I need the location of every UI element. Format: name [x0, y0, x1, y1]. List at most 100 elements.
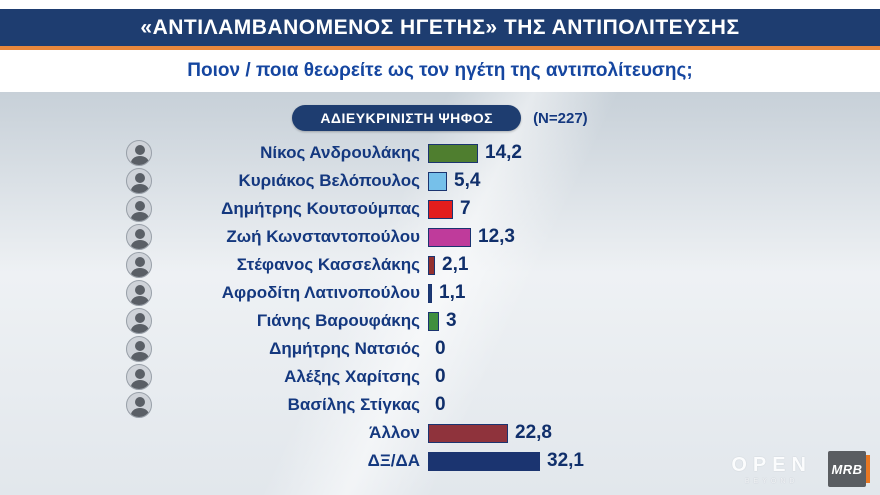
subtitle: Ποιον / ποια θεωρείτε ως τον ηγέτη της α… [187, 60, 693, 81]
result-value: 14,2 [485, 142, 522, 163]
result-value: 0 [435, 366, 446, 387]
avatar-head-shape [135, 145, 145, 155]
result-bar [428, 451, 540, 471]
avatar-torso-shape [131, 324, 149, 333]
result-value: 2,1 [442, 254, 469, 275]
avatar-head-shape [135, 257, 145, 267]
candidate-name: Δημήτρης Κουτσούμπας [221, 199, 420, 218]
avatar-torso-shape [131, 184, 149, 193]
chart-row: ΔΞ/ΔΑ 32,1 [0, 447, 880, 475]
candidate-name: Νίκος Ανδρουλάκης [260, 143, 420, 162]
bar-zone: 5,4 [428, 170, 480, 192]
result-value: 0 [435, 338, 446, 359]
avatar-head-shape [135, 369, 145, 379]
avatar-head-shape [135, 173, 145, 183]
chart-row: Αφροδίτη Λατινοπούλου 1,1 [0, 279, 880, 307]
candidate-name: Γιάνης Βαρουφάκης [256, 311, 420, 330]
accent-strip [0, 46, 880, 50]
result-value: 22,8 [515, 422, 552, 443]
chart-row: Δημήτρης Νατσιός 0 [0, 335, 880, 363]
result-value: 32,1 [547, 450, 584, 471]
candidate-avatar [126, 280, 152, 306]
mrb-logo-text: MRB [831, 461, 863, 477]
chart-row: Αλέξης Χαρίτσης 0 [0, 363, 880, 391]
avatar-torso-shape [131, 352, 149, 361]
chart-row: Νίκος Ανδρουλάκης 14,2 [0, 139, 880, 167]
candidate-name: Βασίλης Στίγκας [287, 395, 420, 414]
candidate-avatar [126, 168, 152, 194]
open-logo-text: OPEN [731, 453, 812, 476]
result-value: 7 [460, 198, 471, 219]
result-value: 1,1 [439, 282, 466, 303]
candidate-avatar [126, 336, 152, 362]
candidate-avatar [126, 252, 152, 278]
bar-zone: 7 [428, 198, 471, 220]
bar-zone: 22,8 [428, 422, 552, 444]
result-bar [428, 423, 508, 443]
bar-zone: 3 [428, 310, 457, 332]
bar-zone: 0 [428, 394, 446, 416]
result-value: 12,3 [478, 226, 515, 247]
open-tv-logo: OPEN BEYOND [731, 454, 812, 485]
result-bar [428, 227, 471, 247]
result-bar [428, 143, 478, 163]
candidate-avatar [126, 140, 152, 166]
bar-zone: 0 [428, 366, 446, 388]
avatar-head-shape [135, 397, 145, 407]
candidate-avatar [126, 196, 152, 222]
page-title: «ΑΝΤΙΛΑΜΒΑΝΟΜΕΝΟΣ ΗΓΕΤΗΣ» ΤΗΣ ΑΝΤΙΠΟΛΙΤΕ… [140, 15, 740, 39]
bar-zone: 12,3 [428, 226, 515, 248]
chart-row: Γιάνης Βαρουφάκης 3 [0, 307, 880, 335]
chart-row: Ζωή Κωνσταντοπούλου 12,3 [0, 223, 880, 251]
open-logo-beyond-text: BEYOND [744, 477, 799, 485]
candidate-avatar [126, 308, 152, 334]
footer-logos: OPEN BEYOND MRB [731, 451, 870, 487]
candidate-name: Αφροδίτη Λατινοπούλου [221, 283, 420, 302]
subtitle-area: Ποιον / ποια θεωρείτε ως τον ηγέτη της α… [0, 50, 880, 92]
result-bar [428, 255, 435, 275]
result-bar [428, 199, 453, 219]
candidate-name: Δημήτρης Νατσιός [269, 339, 420, 358]
avatar-torso-shape [131, 240, 149, 249]
candidate-name: Αλέξης Χαρίτσης [284, 367, 420, 386]
candidate-avatar [126, 392, 152, 418]
result-value: 0 [435, 394, 446, 415]
avatar-head-shape [135, 201, 145, 211]
result-bar [428, 171, 447, 191]
candidate-name: Ζωή Κωνσταντοπούλου [226, 227, 420, 246]
avatar-head-shape [135, 313, 145, 323]
candidate-avatar [126, 224, 152, 250]
avatar-torso-shape [131, 268, 149, 277]
bar-zone: 1,1 [428, 282, 465, 304]
avatar-torso-shape [131, 408, 149, 417]
avatar-torso-shape [131, 380, 149, 389]
chart-row: Στέφανος Κασσελάκης 2,1 [0, 251, 880, 279]
undecided-vote-badge: ΑΔΙΕΥΚΡΙΝΙΣΤΗ ΨΗΦΟΣ [292, 105, 522, 131]
chart-rows: Νίκος Ανδρουλάκης 14,2 Κυριάκος Βελόπουλος… [0, 139, 880, 475]
mrb-logo: MRB [828, 451, 870, 487]
sample-size-label: (N=227) [533, 109, 588, 127]
chart-row: Κυριάκος Βελόπουλος 5,4 [0, 167, 880, 195]
bar-zone: 0 [428, 338, 446, 360]
avatar-head-shape [135, 229, 145, 239]
candidate-name: Άλλον [369, 423, 420, 442]
chart-area: ΑΔΙΕΥΚΡΙΝΙΣΤΗ ΨΗΦΟΣ (N=227) Νίκος Ανδρου… [0, 92, 880, 495]
result-bar [428, 311, 439, 331]
chart-row: Δημήτρης Κουτσούμπας 7 [0, 195, 880, 223]
result-value: 3 [446, 310, 457, 331]
result-value: 5,4 [454, 170, 481, 191]
top-margin [0, 0, 880, 9]
mrb-logo-orange-bar [866, 455, 870, 483]
candidate-name: ΔΞ/ΔΑ [367, 451, 420, 470]
candidate-name: Στέφανος Κασσελάκης [236, 255, 420, 274]
chart-row: Βασίλης Στίγκας 0 [0, 391, 880, 419]
avatar-head-shape [135, 285, 145, 295]
badge-row: ΑΔΙΕΥΚΡΙΝΙΣΤΗ ΨΗΦΟΣ (N=227) [0, 92, 880, 131]
avatar-torso-shape [131, 296, 149, 305]
bar-zone: 2,1 [428, 254, 468, 276]
candidate-avatar [126, 364, 152, 390]
avatar-torso-shape [131, 156, 149, 165]
chart-row: Άλλον 22,8 [0, 419, 880, 447]
avatar-torso-shape [131, 212, 149, 221]
